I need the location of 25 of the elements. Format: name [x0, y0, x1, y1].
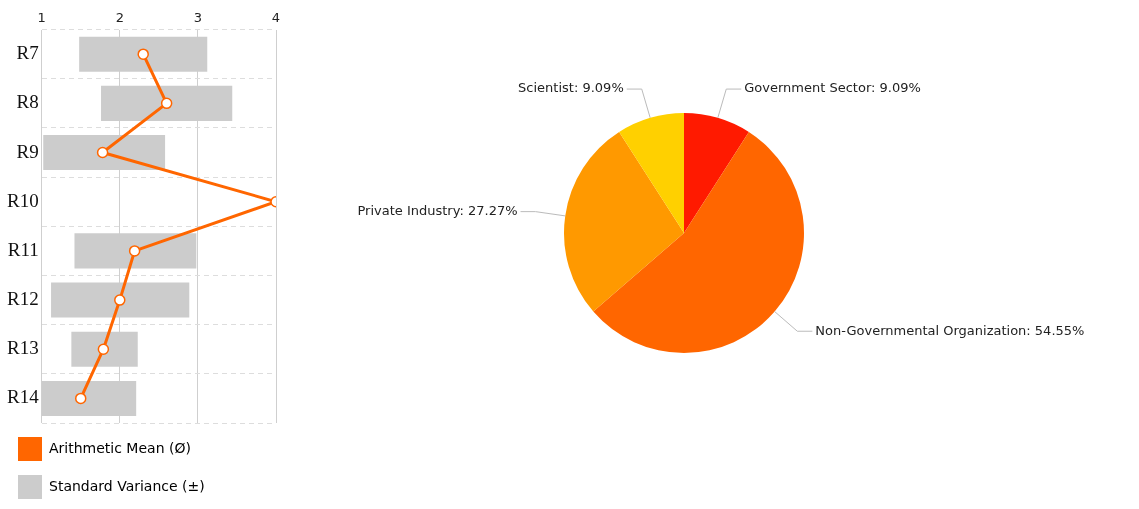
- point: [128, 245, 141, 257]
- point: [114, 294, 126, 306]
- y-tick-label: R13: [6, 337, 39, 359]
- slice-label: Government Sector: 9.09%: [744, 80, 921, 96]
- slice-label: Private Industry: 27.27%: [357, 203, 518, 219]
- x-tick-label: 1: [37, 10, 46, 26]
- x-tick-label: 3: [193, 10, 203, 26]
- y-tick-label: R12: [6, 288, 39, 310]
- point: [137, 48, 149, 60]
- y-tick-label: R7: [16, 42, 39, 64]
- y-tick-label: R10: [6, 189, 39, 211]
- y-tick-label: R14: [6, 386, 40, 408]
- x-tick-label: 4: [271, 10, 281, 26]
- point: [97, 343, 110, 355]
- slice-label: Non-Governmental Organization: 54.55%: [815, 322, 1085, 338]
- point: [74, 392, 87, 405]
- legend-label: Arithmetic Mean (Ø): [49, 439, 191, 456]
- slice-label: Scientist: 9.09%: [518, 80, 624, 96]
- x-tick-label: 2: [115, 10, 124, 26]
- point: [160, 97, 173, 110]
- y-tick-label: R9: [16, 140, 39, 162]
- legend-label: Standard Variance (±): [49, 477, 205, 494]
- y-tick-label: R11: [7, 238, 39, 260]
- y-tick-label: R8: [16, 91, 39, 113]
- point: [96, 146, 109, 159]
